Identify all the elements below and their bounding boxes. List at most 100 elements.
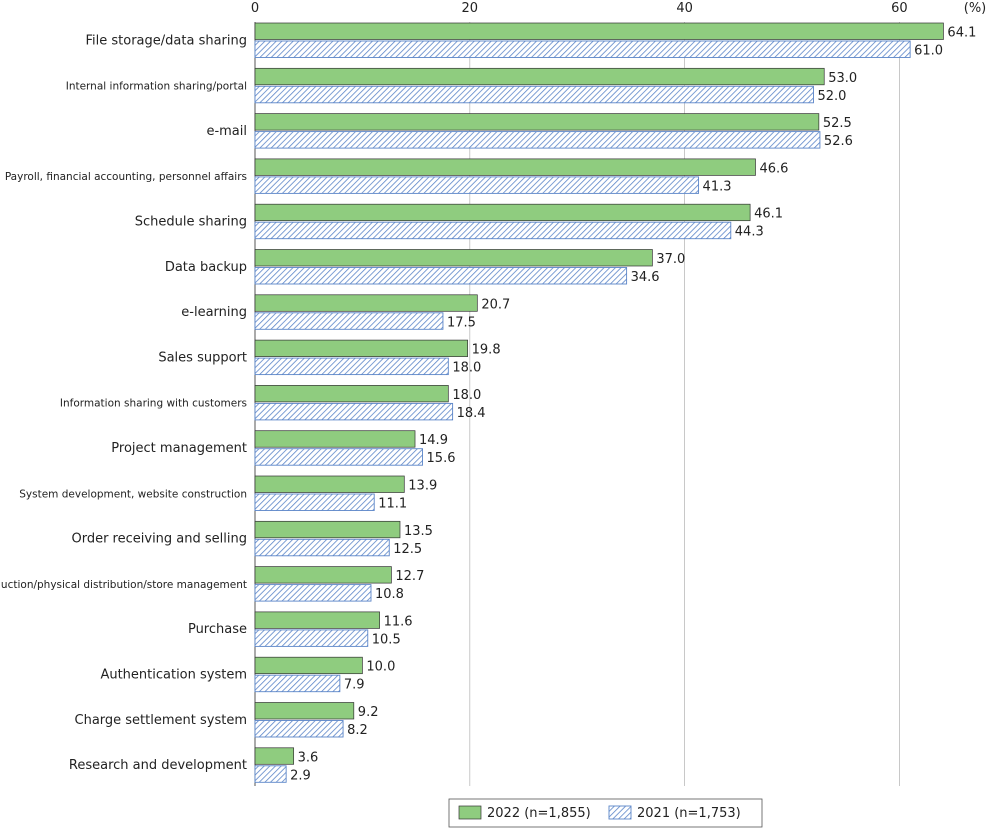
category-label: Production/physical distribution/store m… [0,579,247,591]
bar-2022 [254,430,416,448]
bar-2022 [254,520,401,539]
category-label: Project management [111,441,247,456]
category-label: Order receiving and selling [71,532,247,547]
category-label: Research and development [69,758,247,773]
legend-swatch-2021 [608,805,632,820]
value-label-2021: 52.0 [817,89,846,104]
bar-2022 [254,702,355,720]
category-label: Payroll, financial accounting, personnel… [5,171,247,183]
bar-2022 [254,385,449,403]
tick-labels: 0 20 40 60 (%) [251,1,986,16]
value-label-2022: 9.2 [358,705,379,720]
bar-2022 [254,113,820,131]
bar-2022 [254,566,392,584]
bar-2022 [254,611,380,629]
value-label-2022: 14.9 [419,433,448,448]
category-label: Information sharing with customers [60,398,247,410]
bar-2022 [254,203,751,222]
unit-label: (%) [964,1,987,16]
value-label-2021: 18.0 [452,361,481,376]
bar-2021 [254,584,372,602]
value-label-2021: 8.2 [347,723,368,738]
legend-swatch-2022 [458,805,482,820]
bar-2022 [254,747,295,765]
x-tick-label: 60 [891,1,908,16]
category-label: Data backup [165,260,247,275]
legend-label-2021: 2021 (n=1,753) [637,806,741,821]
legend-box [448,798,763,828]
value-label-2021: 44.3 [735,225,764,240]
category-label: Internal information sharing/portal [66,81,247,93]
bar-2022 [254,249,653,267]
value-label-2022: 13.5 [404,524,433,539]
bar-2021 [254,357,449,376]
bar-2022 [254,656,363,675]
value-label-2021: 2.9 [290,768,311,783]
bar-2021 [254,221,732,240]
bar-2021 [254,267,628,285]
bar-2022 [254,475,405,493]
value-label-2022: 10.0 [366,660,395,675]
value-label-2021: 12.5 [393,542,422,557]
bar-2022 [254,339,469,357]
x-tick-label: 0 [251,1,259,16]
bar-2021 [254,629,369,647]
value-label-2021: 11.1 [378,497,407,512]
value-label-2021: 34.6 [631,270,660,285]
category-label: File storage/data sharing [86,33,248,48]
value-label-2022: 18.0 [452,388,481,403]
bar-2021 [254,131,821,149]
value-label-2022: 64.1 [947,26,976,41]
value-label-2021: 10.5 [372,632,401,647]
category-labels: File storage/data sharing Internal inform… [0,33,247,773]
category-label: Purchase [188,622,247,637]
bar-2021 [254,448,423,466]
category-label: e-learning [181,305,247,320]
category-label: System development, website construction [19,488,247,500]
category-label: Sales support [158,350,247,365]
value-label-2022: 20.7 [481,297,510,312]
value-label-2022: 12.7 [395,569,424,584]
value-label-2022: 53.0 [828,71,857,86]
value-label-2021: 52.6 [824,134,853,149]
bar-2021 [254,40,911,58]
category-label: Charge settlement system [75,713,248,728]
bar-2021 [254,765,287,783]
legend: 2022 (n=1,855) 2021 (n=1,753) [448,798,763,828]
bar-2021 [254,493,375,511]
value-label-2021: 18.4 [457,406,486,421]
bar-2021 [254,176,700,194]
bar-2021 [254,402,454,421]
bar-2022 [254,294,478,312]
value-label-2021: 10.8 [375,587,404,602]
value-label-2022: 46.6 [759,161,788,176]
bars-layer [254,22,944,783]
value-label-2022: 11.6 [384,614,413,629]
value-label-2022: 37.0 [656,252,685,267]
category-label: Authentication system [100,667,247,682]
bar-2021 [254,538,390,557]
bar-2021 [254,674,341,693]
value-label-2021: 15.6 [427,451,456,466]
value-label-2022: 3.6 [298,750,319,765]
value-label-2022: 52.5 [823,116,852,131]
value-label-2021: 61.0 [914,44,943,59]
category-label: Schedule sharing [135,214,247,229]
category-label: e-mail [206,124,247,139]
value-label-2022: 19.8 [472,343,501,358]
value-label-2022: 46.1 [754,207,783,222]
value-label-2021: 17.5 [447,315,476,330]
value-label-2021: 41.3 [703,179,732,194]
bar-2022 [254,158,756,176]
legend-label-2022: 2022 (n=1,855) [487,806,591,821]
bar-2021 [254,85,814,104]
bar-2021 [254,720,344,738]
bar-2022 [254,67,825,86]
value-labels: 64.1 61.0 53.0 52.0 52.5 52.6 46.6 41.3 46.1 44.3… [290,26,976,784]
bar-2022 [254,22,944,40]
x-tick-label: 40 [676,1,693,16]
x-tick-label: 20 [462,1,479,16]
value-label-2022: 13.9 [408,479,437,494]
